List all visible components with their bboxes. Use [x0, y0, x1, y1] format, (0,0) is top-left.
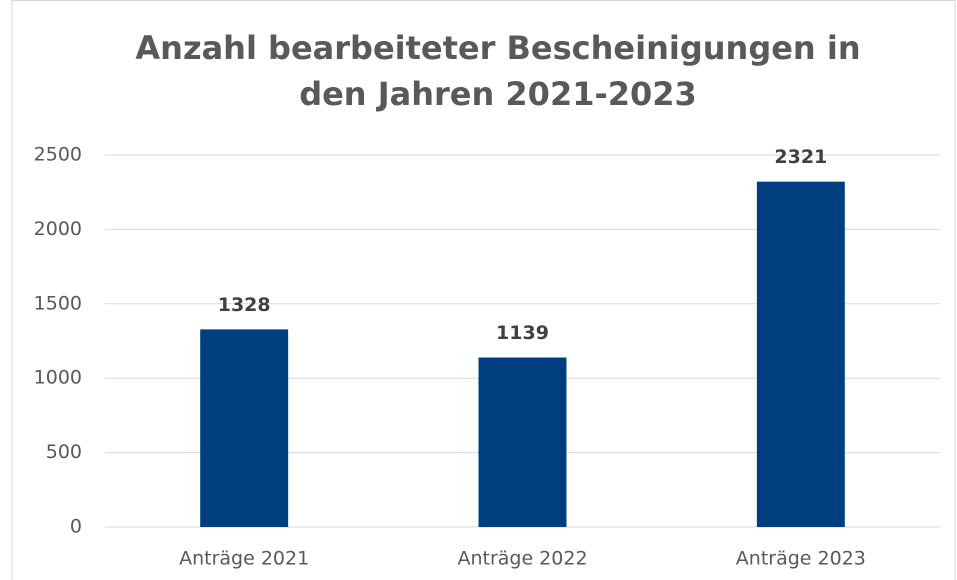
y-tick-label: 2500: [34, 144, 82, 166]
y-tick-label: 0: [70, 516, 82, 538]
data-label: 1328: [218, 294, 271, 316]
bar: [756, 181, 845, 527]
bar: [478, 357, 567, 527]
y-tick-label: 500: [46, 441, 82, 463]
data-label: 2321: [774, 146, 827, 168]
x-tick-label: Anträge 2021: [179, 548, 309, 570]
y-tick-label: 2000: [34, 218, 82, 240]
x-tick-label: Anträge 2022: [457, 548, 587, 570]
chart-title: den Jahren 2021-2023: [299, 75, 697, 113]
data-label: 1139: [496, 322, 549, 344]
y-tick-label: 1500: [34, 292, 82, 314]
x-tick-label: Anträge 2023: [736, 548, 866, 570]
bar: [200, 329, 289, 527]
y-tick-label: 1000: [34, 367, 82, 389]
chart-title: Anzahl bearbeiteter Bescheinigungen in: [135, 29, 860, 67]
